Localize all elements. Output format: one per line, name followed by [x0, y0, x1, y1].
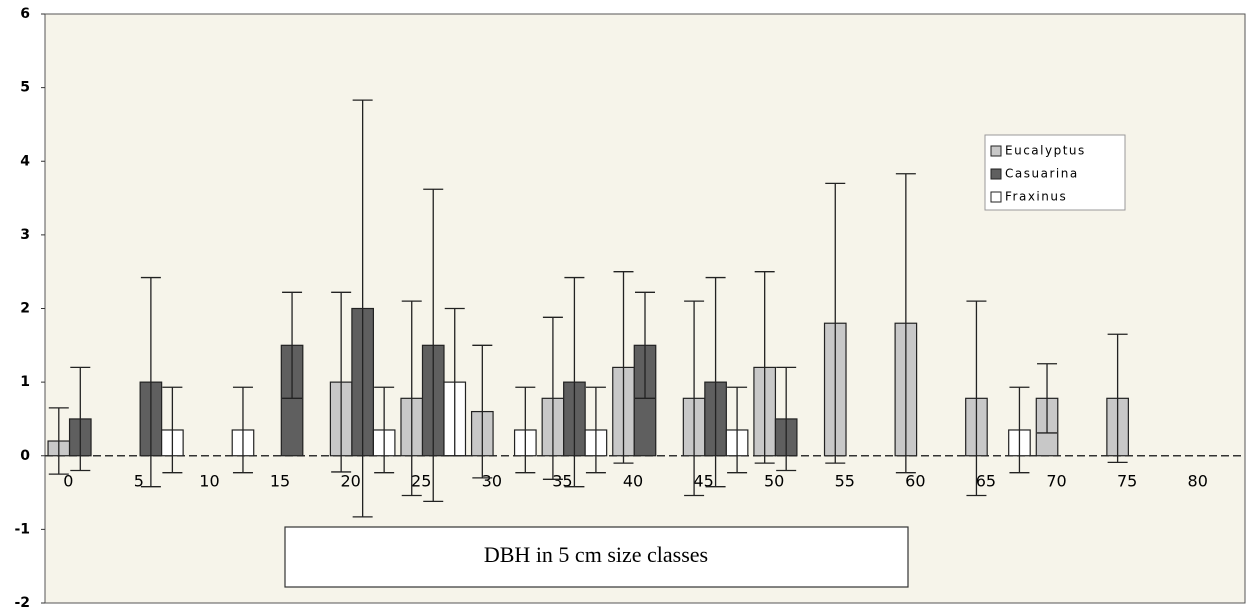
error-bar [515, 386, 536, 474]
x-tick-label: 25 [411, 471, 431, 490]
legend-label: Eucalyptus [1005, 144, 1086, 158]
error-bar [70, 366, 91, 472]
error-bar [1107, 333, 1128, 464]
x-tick-label: 15 [270, 471, 290, 490]
x-tick-label: 80 [1188, 471, 1208, 490]
y-tick-label: 3 [20, 227, 30, 243]
error-bar [1037, 363, 1058, 434]
error-bar [727, 386, 748, 474]
legend-swatch [990, 191, 1002, 203]
legend-label: Fraxinus [1005, 190, 1067, 204]
error-bar [966, 300, 987, 497]
error-bar [282, 291, 303, 399]
error-bar [352, 99, 373, 518]
y-tick-label: 4 [20, 153, 30, 169]
error-bar [542, 316, 563, 480]
legend-swatch [990, 145, 1002, 157]
legend-label: Casuarina [1005, 167, 1079, 181]
error-bar [825, 182, 846, 464]
x-tick-label: 20 [340, 471, 360, 490]
x-tick-label: 75 [1117, 471, 1137, 490]
error-bar [48, 407, 69, 475]
x-tick-label: 50 [764, 471, 784, 490]
legend-swatch [990, 168, 1002, 180]
x-tick-label: 70 [1046, 471, 1066, 490]
x-tick-label: 45 [693, 471, 713, 490]
x-axis-title: DBH in 5 cm size classes [484, 542, 708, 567]
x-title-box [284, 526, 909, 588]
error-bar [232, 386, 253, 474]
y-tick-label: 5 [20, 80, 30, 96]
error-bar [162, 386, 183, 474]
x-tick-label: 55 [835, 471, 855, 490]
error-bar [472, 344, 493, 479]
error-bar [895, 173, 916, 474]
y-tick-label: 0 [20, 448, 30, 464]
error-bar [401, 300, 422, 497]
y-tick-label: 2 [20, 301, 30, 317]
error-bar [705, 276, 726, 488]
y-tick-label: -1 [14, 521, 30, 537]
x-tick-label: 10 [199, 471, 219, 490]
error-bar [613, 271, 634, 464]
x-tick-label: 65 [976, 471, 996, 490]
x-tick-label: 60 [905, 471, 925, 490]
error-bar [331, 291, 352, 473]
y-tick-label: 1 [20, 374, 30, 390]
error-bar [754, 271, 775, 464]
y-tick-label: -2 [14, 595, 30, 610]
error-bar [776, 366, 797, 472]
error-bar [564, 276, 585, 488]
x-tick-label: 40 [623, 471, 643, 490]
x-tick-label: 0 [63, 471, 73, 490]
y-tick-label: 6 [20, 6, 30, 22]
error-bar [635, 291, 655, 399]
error-bar [423, 188, 444, 503]
x-tick-label: 5 [134, 471, 144, 490]
error-bar [444, 307, 465, 457]
error-bar [1009, 386, 1030, 474]
error-bar [585, 386, 606, 474]
x-tick-label: 30 [482, 471, 502, 490]
error-bar [684, 300, 705, 497]
error-bar [140, 276, 161, 488]
legend-box [984, 134, 1126, 211]
error-bar [374, 386, 395, 474]
x-tick-label: 35 [552, 471, 572, 490]
